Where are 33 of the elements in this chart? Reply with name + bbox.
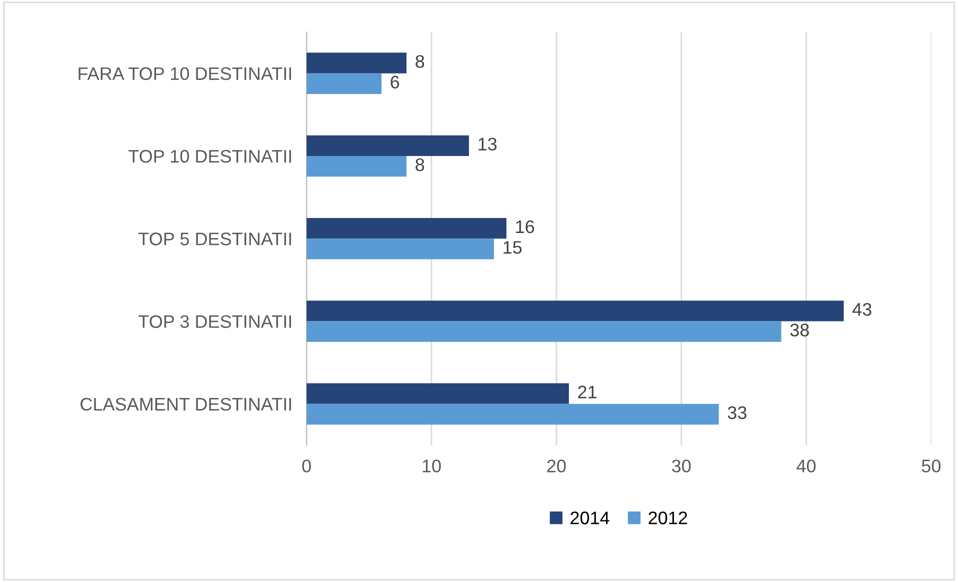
bar	[306, 404, 719, 425]
y-tick-label: TOP 3 DESTINATII	[138, 315, 292, 328]
legend-label: 2014	[570, 512, 610, 524]
data-label: 38	[790, 324, 809, 336]
data-label: 21	[578, 386, 596, 398]
x-tick-label: 10	[422, 460, 441, 472]
bar	[306, 73, 382, 94]
data-label: 16	[516, 220, 534, 234]
data-label: 15	[504, 241, 522, 254]
data-label: 33	[728, 406, 746, 420]
x-tick-label: 20	[547, 460, 566, 472]
bar	[306, 321, 782, 342]
bar	[306, 218, 506, 239]
x-tick-label: 40	[796, 460, 816, 472]
bar	[306, 300, 844, 322]
bar	[306, 238, 494, 260]
bar	[306, 52, 406, 74]
data-label: 8	[416, 55, 424, 68]
bar	[306, 156, 406, 177]
bar	[306, 135, 469, 156]
bar	[306, 383, 569, 404]
y-tick-label: TOP 10 DESTINATII	[128, 150, 292, 163]
y-tick-label: FARA TOP 10 DESTINATII	[78, 67, 292, 80]
data-label: 8	[416, 158, 424, 172]
x-tick-label: 50	[922, 460, 941, 472]
data-label: 13	[478, 138, 497, 150]
legend-label: 2012	[648, 512, 688, 524]
y-tick-label: TOP 5 DESTINATII	[138, 232, 292, 246]
data-label: 6	[390, 76, 400, 89]
x-tick-label: 0	[302, 460, 311, 472]
y-tick-label: CLASAMENT DESTINATII	[80, 398, 292, 411]
x-tick-label: 30	[672, 460, 691, 472]
data-label: 43	[852, 302, 872, 316]
